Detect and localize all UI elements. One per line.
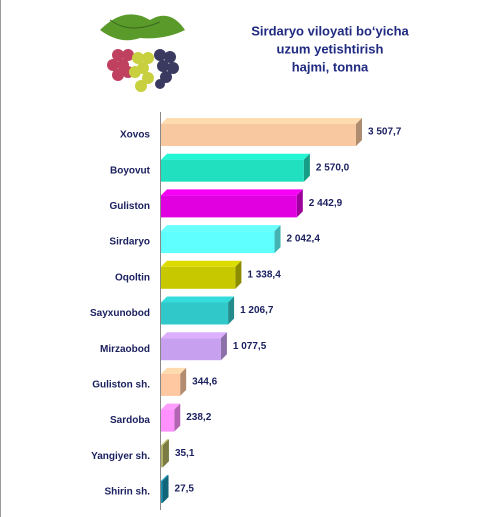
bar [161, 338, 221, 361]
bar [161, 159, 304, 182]
category-label: Oqoltin [115, 272, 150, 283]
value-label: 1 338,4 [247, 269, 281, 280]
bar-side [174, 403, 181, 432]
category-label: Guliston [109, 201, 150, 212]
bar-side [228, 296, 235, 325]
bar-side [274, 225, 281, 254]
bar-top [161, 296, 235, 303]
value-label: 27,5 [175, 484, 195, 495]
bar [161, 124, 356, 146]
bar [161, 266, 236, 289]
category-label: Xovos [120, 130, 150, 141]
bar-top [161, 403, 181, 410]
value-label: 2 042,4 [287, 234, 321, 245]
value-label: 2 570,0 [316, 162, 350, 173]
bar [161, 481, 163, 503]
category-label: Sirdaryo [109, 237, 150, 248]
value-label: 238,2 [186, 412, 211, 423]
category-label: Yangiyer sh. [91, 451, 150, 462]
bar-top [161, 367, 187, 374]
category-label: Mirzaobod [100, 344, 150, 355]
bar-side [296, 189, 303, 218]
category-label: Boyovut [110, 165, 151, 176]
value-label: 2 442,9 [309, 198, 343, 209]
bar-side [303, 153, 310, 182]
bar-top [161, 225, 281, 232]
bar-side [220, 332, 227, 361]
bar [161, 302, 229, 325]
bar [161, 409, 175, 432]
bar [161, 373, 181, 396]
value-label: 344,6 [192, 377, 217, 388]
bar-side [162, 439, 169, 468]
value-label: 1 077,5 [233, 341, 267, 352]
chart-title: Sirdaryo viloyati bo‘yicha [251, 23, 409, 38]
bar-top [161, 332, 227, 339]
bar-top [161, 189, 303, 196]
category-label: Guliston sh. [92, 380, 150, 391]
grapes-icon [100, 14, 185, 92]
value-label: 3 507,7 [368, 127, 402, 138]
bar-top [161, 475, 169, 481]
bar [161, 195, 297, 218]
bar-top [161, 439, 169, 446]
bar-top [161, 118, 362, 124]
bar-side [356, 118, 362, 146]
bar [161, 231, 275, 254]
bar-side [162, 475, 169, 503]
bar-side [180, 367, 187, 396]
bar-top [161, 260, 242, 267]
value-label: 1 206,7 [240, 305, 274, 316]
category-label: Sardoba [110, 415, 150, 426]
category-label: Sayxunobod [90, 308, 150, 319]
bar [161, 445, 163, 468]
bar-top [161, 153, 310, 160]
chart-title: uzum yetishtirish [277, 41, 384, 56]
chart-title: hajmi, tonna [292, 59, 369, 74]
category-label: Shirin sh. [104, 487, 150, 498]
value-label: 35,1 [175, 448, 195, 459]
bar-side [235, 260, 242, 289]
